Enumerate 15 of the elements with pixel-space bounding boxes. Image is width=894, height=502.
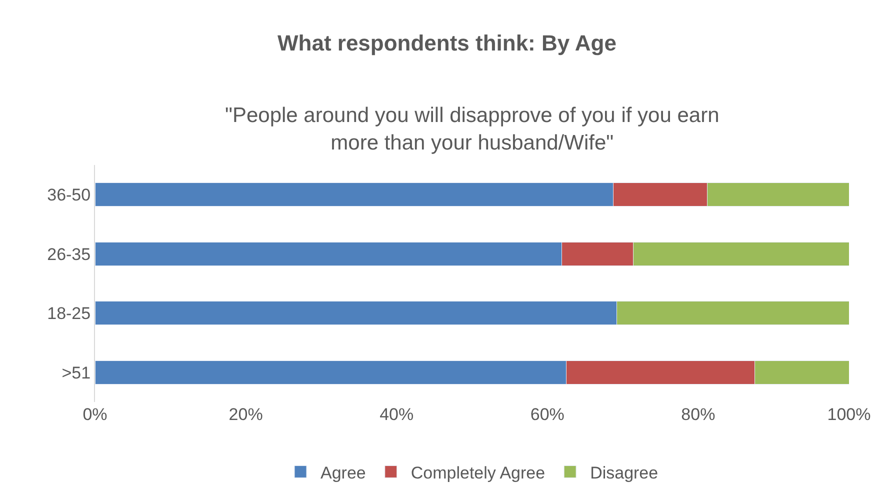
- x-tick-label: 40%: [380, 405, 414, 424]
- legend-label: Disagree: [590, 463, 658, 482]
- chart-title: What respondents think: By Age: [278, 30, 616, 56]
- y-tick-label: 18-25: [47, 304, 91, 324]
- x-tick-label: 100%: [827, 405, 871, 424]
- chart-subtitle: "People around you will disapprove of you if you earn more than your husband/Wife": [225, 104, 720, 154]
- y-tick-label: 36-50: [47, 186, 91, 205]
- y-tick-label: >51: [62, 363, 91, 382]
- legend-label: Agree: [320, 463, 366, 482]
- x-tick-label: 60%: [530, 405, 564, 424]
- x-tick-label: 80%: [681, 405, 716, 424]
- x-tick-label: 20%: [228, 405, 263, 424]
- x-tick-label: 0%: [82, 405, 108, 424]
- y-tick-label: 26-35: [47, 244, 91, 264]
- legend-label: Completely Agree: [410, 463, 546, 482]
